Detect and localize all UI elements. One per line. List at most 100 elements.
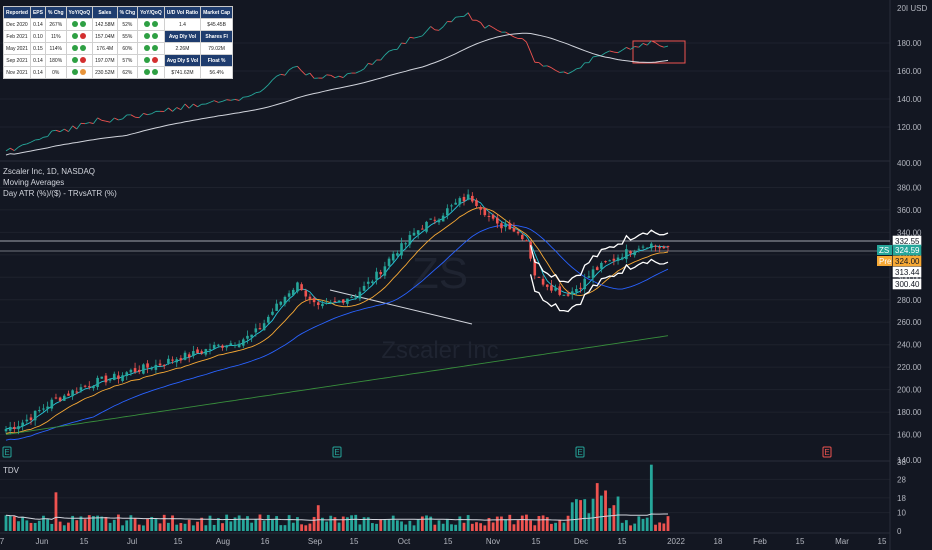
candle-body[interactable]: [67, 393, 70, 396]
candle-body[interactable]: [271, 311, 274, 315]
candle-body[interactable]: [650, 243, 653, 249]
candle-body[interactable]: [254, 328, 258, 333]
volume-bar[interactable]: [433, 524, 437, 531]
candle-body[interactable]: [570, 291, 574, 295]
volume-bar[interactable]: [229, 521, 233, 531]
volume-bar[interactable]: [641, 518, 645, 531]
candle-body[interactable]: [666, 246, 670, 248]
candle-body[interactable]: [645, 247, 649, 249]
volume-bars[interactable]: [4, 464, 670, 531]
candle-body[interactable]: [620, 257, 624, 260]
candle-body[interactable]: [625, 249, 628, 260]
candle-body[interactable]: [600, 262, 603, 269]
candle-body[interactable]: [362, 285, 366, 291]
volume-bar[interactable]: [395, 520, 399, 531]
candle-body[interactable]: [233, 344, 237, 346]
volume-bar[interactable]: [25, 520, 29, 531]
volume-bar[interactable]: [254, 518, 258, 531]
candle-body[interactable]: [13, 426, 16, 429]
candle-body[interactable]: [300, 284, 303, 291]
volume-bar[interactable]: [479, 523, 483, 531]
candle-body[interactable]: [358, 291, 362, 299]
volume-bar[interactable]: [666, 516, 670, 531]
volume-bar[interactable]: [525, 514, 528, 531]
relative-strength-panel[interactable]: [5, 12, 686, 156]
candle-body[interactable]: [658, 247, 661, 249]
candle-body[interactable]: [171, 359, 174, 361]
volume-bar[interactable]: [420, 516, 424, 531]
volume-bar[interactable]: [183, 523, 187, 531]
candle-body[interactable]: [545, 284, 549, 287]
candle-body[interactable]: [337, 300, 341, 302]
candle-body[interactable]: [29, 417, 33, 421]
candle-body[interactable]: [529, 241, 532, 259]
candle-body[interactable]: [321, 303, 324, 307]
rs-price-axis[interactable]: 120.00 140.00 160.00 180.00 20I USD 400.00: [897, 4, 927, 168]
candle-body[interactable]: [279, 301, 283, 305]
candle-body[interactable]: [217, 344, 220, 346]
candle-body[interactable]: [641, 246, 645, 248]
volume-bar[interactable]: [46, 518, 50, 531]
volume-bar[interactable]: [17, 521, 20, 531]
candle-body[interactable]: [612, 258, 616, 261]
candle-body[interactable]: [400, 243, 403, 256]
candle-body[interactable]: [662, 246, 666, 249]
volume-bar[interactable]: [83, 519, 87, 531]
candle-body[interactable]: [237, 343, 241, 348]
candle-body[interactable]: [520, 234, 524, 240]
candle-body[interactable]: [391, 253, 395, 261]
volume-bar[interactable]: [508, 514, 512, 531]
candle-body[interactable]: [75, 391, 79, 393]
volume-bar[interactable]: [658, 522, 662, 531]
volume-bar[interactable]: [329, 515, 333, 531]
volume-title[interactable]: TDV: [3, 466, 19, 475]
volume-bar[interactable]: [200, 517, 204, 531]
volume-bar[interactable]: [175, 524, 179, 531]
volume-bar[interactable]: [179, 523, 183, 531]
volume-bar[interactable]: [445, 518, 449, 531]
candle-body[interactable]: [575, 288, 578, 293]
volume-bar[interactable]: [450, 524, 453, 531]
volume-bar[interactable]: [379, 519, 383, 531]
candle-body[interactable]: [404, 243, 407, 245]
candle-body[interactable]: [112, 373, 116, 381]
volume-bar[interactable]: [204, 525, 208, 531]
candle-body[interactable]: [421, 228, 424, 230]
volume-bar[interactable]: [495, 516, 499, 531]
volume-bar[interactable]: [550, 523, 553, 531]
volume-bar[interactable]: [100, 516, 104, 531]
volume-bar[interactable]: [437, 520, 441, 531]
volume-bar[interactable]: [504, 519, 508, 531]
volume-bar[interactable]: [117, 514, 120, 531]
candle-body[interactable]: [416, 230, 420, 235]
candle-body[interactable]: [350, 296, 353, 298]
candle-body[interactable]: [204, 349, 208, 355]
candle-body[interactable]: [346, 298, 349, 304]
volume-bar[interactable]: [516, 520, 520, 531]
volume-bar[interactable]: [575, 499, 578, 531]
volume-bar[interactable]: [58, 521, 62, 531]
volume-bar[interactable]: [333, 517, 337, 531]
candle-body[interactable]: [287, 293, 291, 297]
candle-body[interactable]: [429, 218, 432, 220]
candle-body[interactable]: [383, 266, 387, 276]
volume-bar[interactable]: [466, 515, 470, 531]
volume-bar[interactable]: [287, 515, 291, 531]
volume-bar[interactable]: [125, 520, 129, 531]
volume-bar[interactable]: [475, 522, 478, 531]
candle-body[interactable]: [121, 375, 124, 381]
volume-bar[interactable]: [341, 516, 345, 531]
candle-body[interactable]: [96, 377, 99, 387]
volume-bar[interactable]: [637, 516, 641, 531]
candle-body[interactable]: [79, 387, 83, 391]
candle-body[interactable]: [387, 258, 391, 266]
volume-bar[interactable]: [312, 516, 316, 531]
candle-body[interactable]: [354, 296, 358, 298]
volume-bar[interactable]: [96, 515, 99, 531]
volume-bar[interactable]: [250, 522, 254, 531]
volume-bar[interactable]: [616, 496, 620, 531]
candle-body[interactable]: [179, 358, 183, 361]
volume-bar[interactable]: [491, 522, 495, 531]
candle-body[interactable]: [42, 408, 45, 410]
candle-body[interactable]: [8, 426, 12, 431]
